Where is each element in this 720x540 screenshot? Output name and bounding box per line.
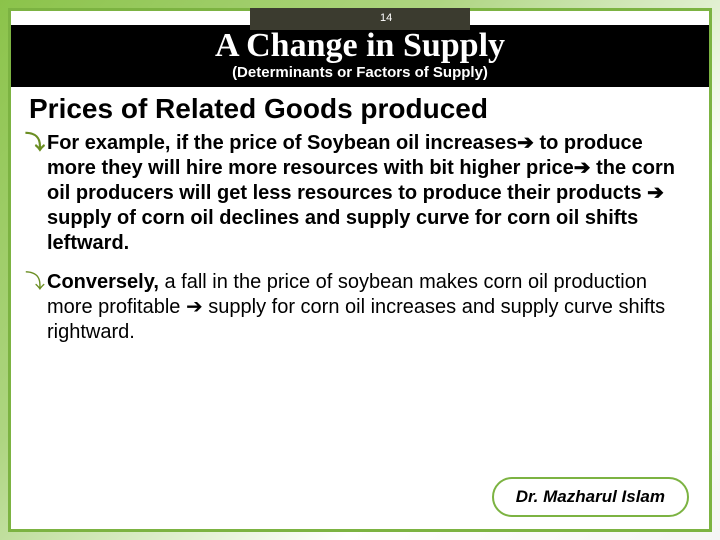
bullet-lead-2: Conversely,	[47, 271, 159, 293]
bullet-text-2: ⤵Conversely, a fall in the price of soyb…	[47, 270, 691, 345]
slide-container: 14 A Change in Supply (Determinants or F…	[0, 0, 720, 540]
section-heading: Prices of Related Goods produced	[29, 93, 691, 125]
author-name: Dr. Mazharul Islam	[516, 487, 665, 506]
bullet-text-1: ⤵For example, if the price of Soybean oi…	[47, 131, 691, 256]
author-footer: Dr. Mazharul Islam	[492, 477, 689, 517]
title-main: A Change in Supply	[11, 27, 709, 64]
page-number-box: 14	[250, 8, 470, 30]
bullet-lead-1: For	[47, 132, 79, 154]
title-sub: (Determinants or Factors of Supply)	[11, 64, 709, 81]
bullet-item-2: ⤵Conversely, a fall in the price of soyb…	[47, 270, 691, 345]
bullet-rest-1: example, if the price of Soybean oil inc…	[47, 132, 675, 254]
bullet-marker-icon: ⤵	[25, 270, 43, 295]
content-area: Prices of Related Goods produced ⤵For ex…	[11, 87, 709, 345]
title-bar: A Change in Supply (Determinants or Fact…	[11, 25, 709, 87]
slide-frame: 14 A Change in Supply (Determinants or F…	[8, 8, 712, 532]
bullet-marker-icon: ⤵	[25, 131, 43, 156]
bullet-item-1: ⤵For example, if the price of Soybean oi…	[47, 131, 691, 256]
page-number: 14	[380, 12, 392, 24]
